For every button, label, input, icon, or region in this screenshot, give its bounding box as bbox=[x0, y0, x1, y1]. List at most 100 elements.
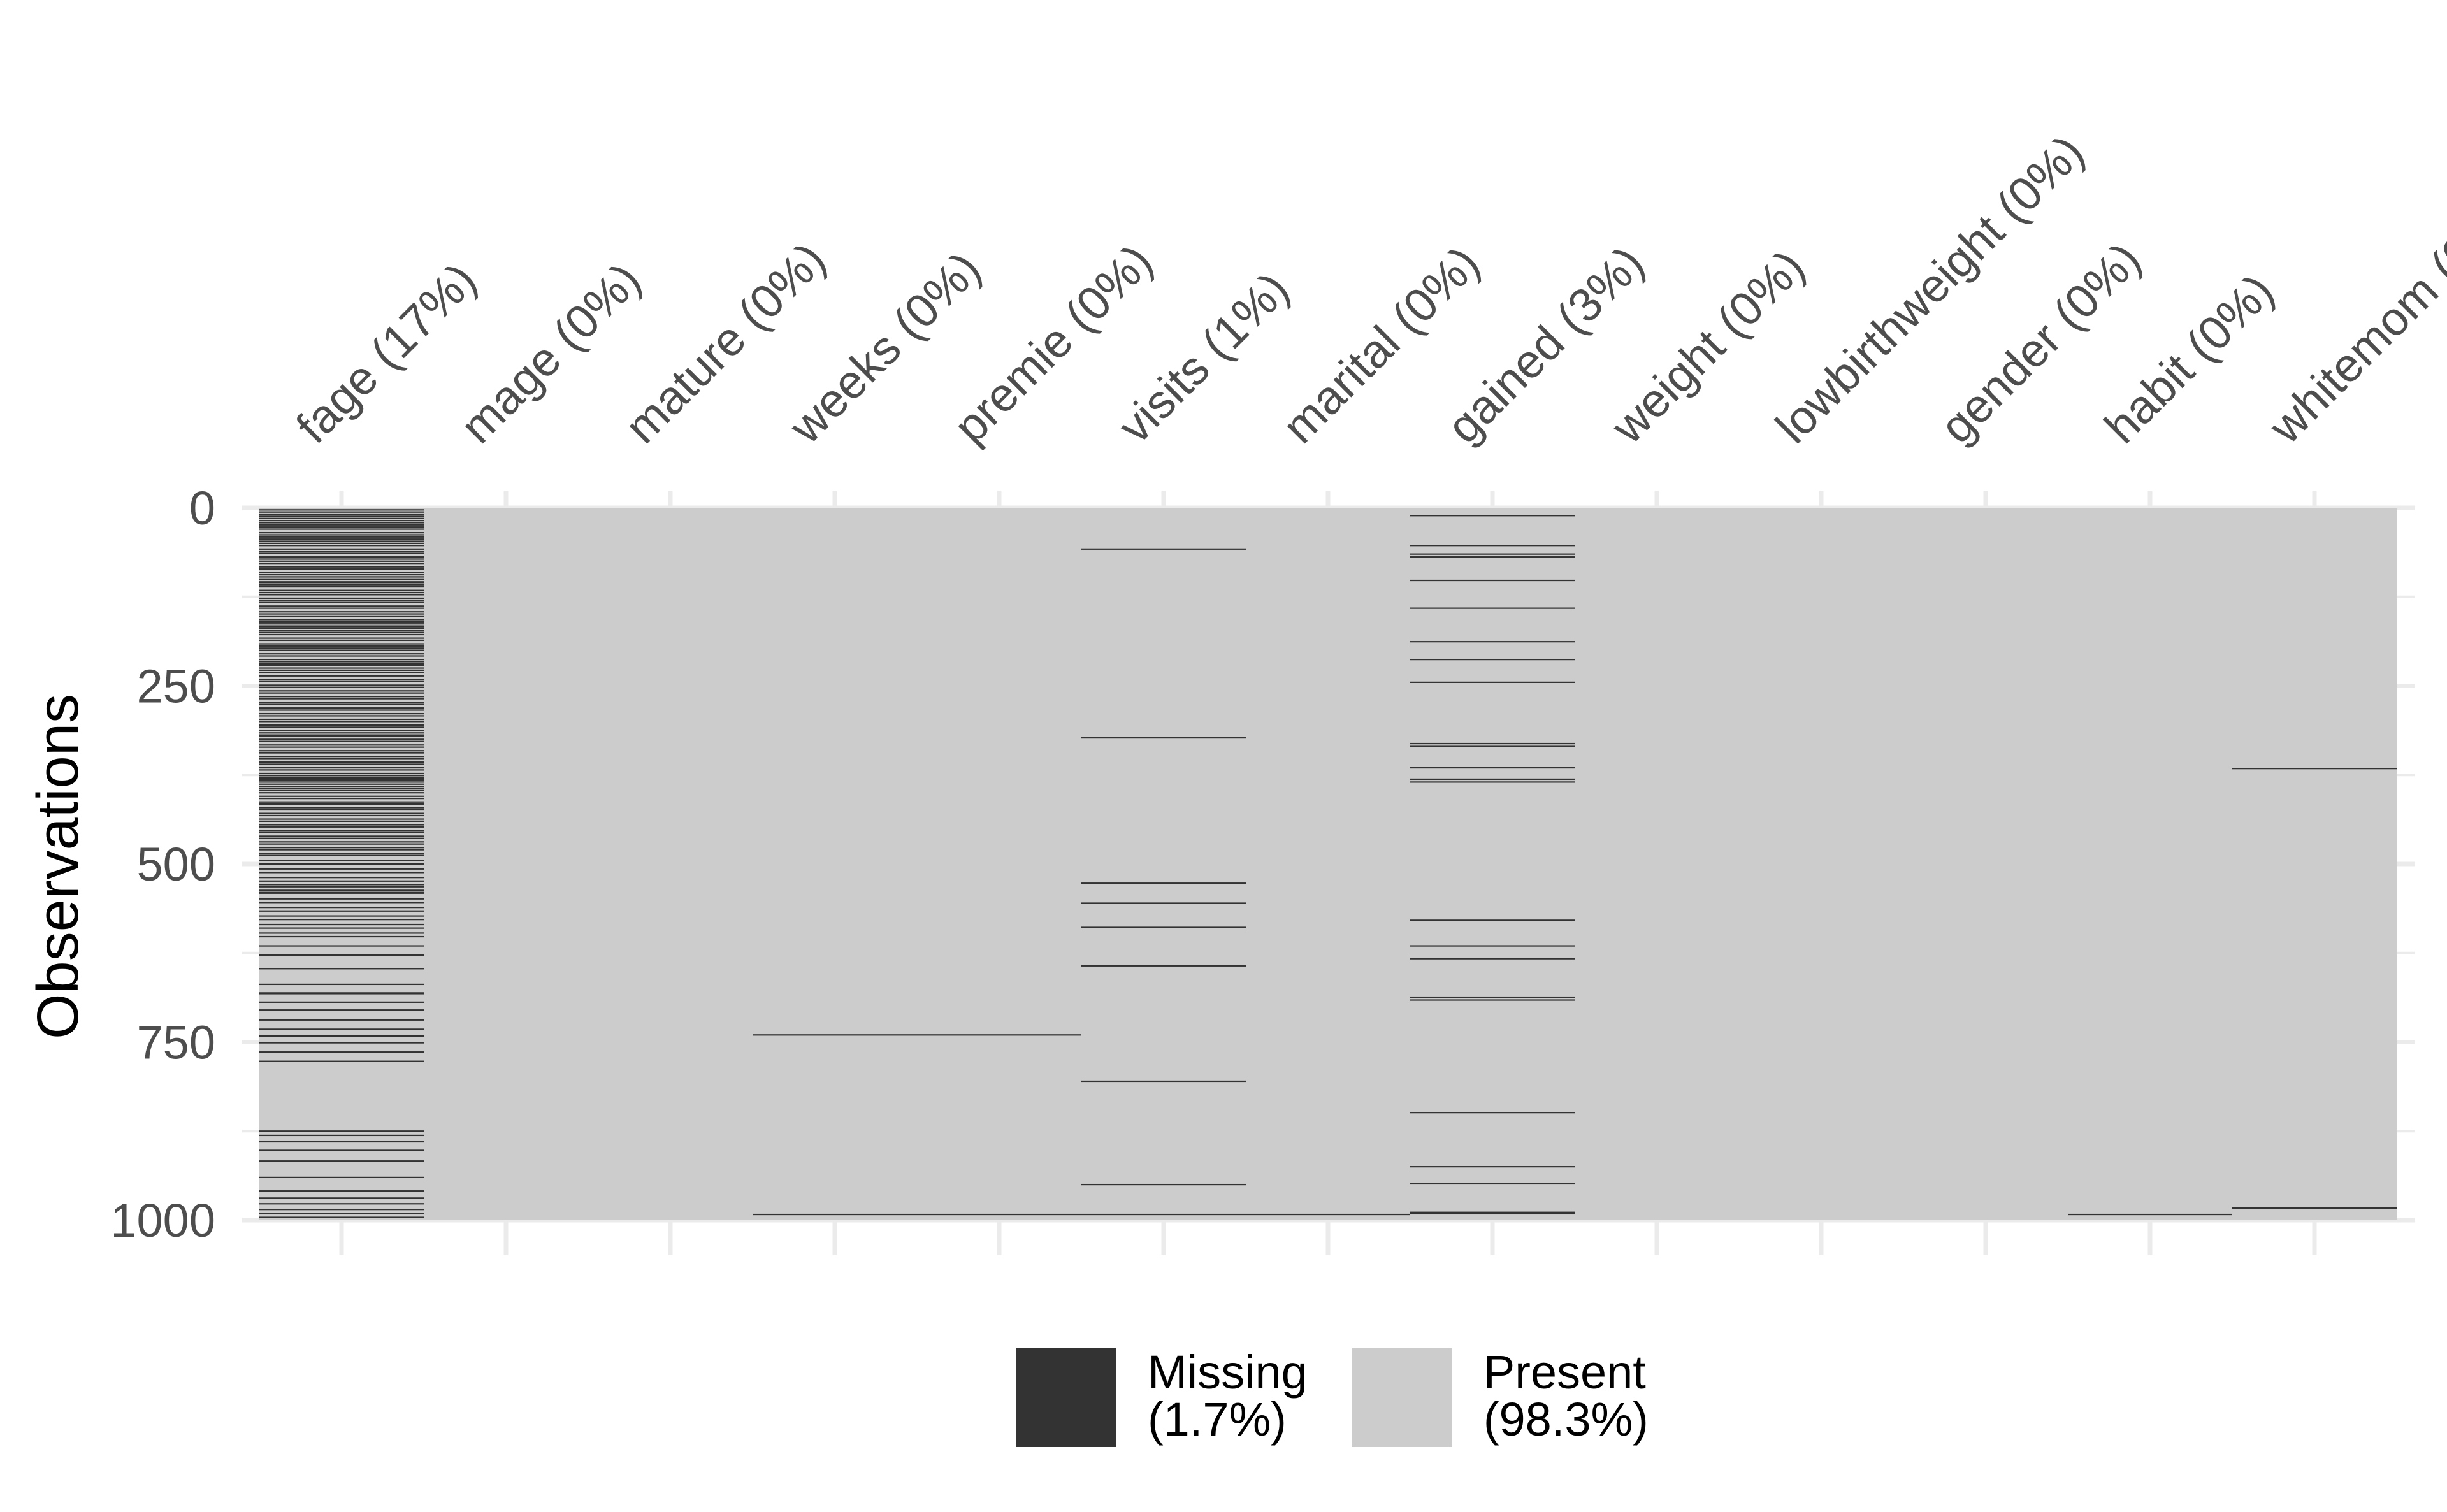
missing-cell bbox=[1410, 1112, 1575, 1114]
missing-cell bbox=[259, 1042, 424, 1044]
missing-cell bbox=[259, 707, 424, 709]
missing-cell bbox=[259, 1203, 424, 1205]
missing-cell bbox=[259, 643, 424, 645]
missing-cell bbox=[259, 611, 424, 613]
missing-cell bbox=[259, 703, 424, 705]
column-label: mage (0%) bbox=[451, 253, 651, 454]
missing-cell bbox=[259, 1216, 424, 1218]
missing-cell bbox=[1081, 882, 1246, 884]
missing-cell bbox=[259, 761, 424, 763]
missing-cell bbox=[259, 552, 424, 554]
missing-cell bbox=[259, 551, 424, 552]
column-1 bbox=[424, 508, 588, 1220]
missing-cell bbox=[259, 772, 424, 775]
missing-cell bbox=[259, 898, 424, 900]
missing-cell bbox=[259, 597, 424, 600]
missing-cell bbox=[259, 945, 424, 947]
missing-cell bbox=[259, 647, 424, 649]
missing-cell bbox=[259, 563, 424, 565]
missing-cell bbox=[259, 1213, 424, 1215]
missing-cell bbox=[259, 659, 424, 661]
missing-cell bbox=[1410, 515, 1575, 517]
missing-cell bbox=[259, 902, 424, 904]
missing-cell bbox=[259, 789, 424, 791]
missing-cell bbox=[259, 726, 424, 728]
missing-cell bbox=[259, 524, 424, 526]
missing-cell bbox=[259, 690, 424, 692]
missing-cell bbox=[259, 954, 424, 956]
missing-cell bbox=[259, 837, 424, 839]
missing-cell bbox=[259, 735, 424, 737]
missing-cell bbox=[259, 520, 424, 522]
missing-cell bbox=[259, 783, 424, 785]
column-label: fage (17%) bbox=[286, 253, 487, 454]
missing-cell bbox=[259, 702, 424, 703]
missing-cell bbox=[259, 1134, 424, 1137]
missing-cell bbox=[259, 1197, 424, 1199]
column-labels: fage (17%)mage (0%)mature (0%)weeks (0%)… bbox=[286, 125, 2447, 454]
missing-cell bbox=[259, 750, 424, 752]
missing-cell bbox=[259, 627, 424, 630]
missing-cell bbox=[259, 1160, 424, 1162]
missing-cell bbox=[259, 935, 424, 938]
missing-cell bbox=[1081, 965, 1246, 967]
missing-cell bbox=[259, 715, 424, 717]
missing-cell bbox=[259, 515, 424, 517]
missing-cell bbox=[259, 532, 424, 534]
missing-cell bbox=[259, 847, 424, 849]
missing-cell bbox=[259, 824, 424, 826]
missing-cell bbox=[259, 777, 424, 779]
missing-cell bbox=[259, 854, 424, 856]
missing-cell bbox=[259, 777, 424, 779]
missing-cell bbox=[259, 756, 424, 758]
missing-cell bbox=[1081, 902, 1246, 904]
missing-cell bbox=[259, 721, 424, 723]
missing-cell bbox=[259, 661, 424, 663]
missing-cell bbox=[259, 803, 424, 805]
missing-cell bbox=[259, 698, 424, 700]
missing-cell bbox=[259, 663, 424, 666]
missing-cell bbox=[259, 767, 424, 769]
missing-cell bbox=[259, 696, 424, 698]
missing-cell bbox=[259, 538, 424, 540]
missing-cell bbox=[1081, 926, 1246, 928]
missing-cell bbox=[259, 730, 424, 732]
missing-cell bbox=[259, 680, 424, 682]
missing-cell bbox=[259, 667, 424, 669]
missing-cell bbox=[1410, 1213, 1575, 1215]
missing-cell bbox=[259, 586, 424, 588]
missing-cell bbox=[259, 556, 424, 558]
missing-cell bbox=[259, 1130, 424, 1132]
missing-cell bbox=[259, 814, 424, 817]
present-cell bbox=[753, 508, 917, 1220]
missing-cell bbox=[259, 558, 424, 560]
y-tick-label: 250 bbox=[137, 660, 215, 713]
missing-cell bbox=[259, 589, 424, 591]
y-axis-label: Observations bbox=[25, 694, 90, 1039]
column-11 bbox=[2068, 508, 2232, 1220]
missing-cell bbox=[259, 712, 424, 715]
missing-cell bbox=[259, 536, 424, 538]
missing-cell bbox=[259, 1009, 424, 1011]
missing-cell bbox=[259, 860, 424, 861]
missing-cell bbox=[259, 639, 424, 642]
missing-cell bbox=[259, 621, 424, 623]
column-7 bbox=[1410, 508, 1575, 1220]
missing-cell bbox=[259, 669, 424, 671]
missing-cell bbox=[259, 758, 424, 760]
missing-cell bbox=[259, 853, 424, 854]
missing-cell bbox=[1410, 781, 1575, 783]
missing-cell bbox=[259, 1149, 424, 1151]
missing-cell bbox=[259, 775, 424, 777]
missing-cell bbox=[259, 843, 424, 845]
missing-cell bbox=[259, 724, 424, 726]
missing-cell bbox=[259, 576, 424, 578]
missing-cell bbox=[1410, 641, 1575, 643]
column-4 bbox=[917, 508, 1081, 1220]
missing-cell bbox=[259, 626, 424, 628]
legend-pct-missing: (1.7%) bbox=[1148, 1393, 1287, 1446]
missing-cell bbox=[259, 511, 424, 513]
missing-cell bbox=[259, 807, 424, 809]
missing-cell bbox=[259, 631, 424, 633]
y-tick-label: 1000 bbox=[110, 1194, 215, 1247]
